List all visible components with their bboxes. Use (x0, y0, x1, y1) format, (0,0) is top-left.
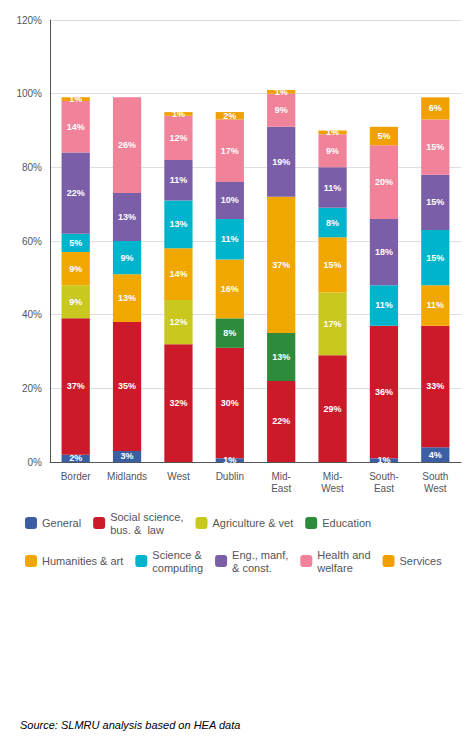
svg-text:8%: 8% (326, 218, 339, 228)
svg-text:welfare: welfare (316, 562, 352, 574)
svg-text:Health and: Health and (317, 549, 370, 561)
svg-text:1%: 1% (223, 455, 236, 465)
svg-text:Border: Border (61, 471, 92, 482)
svg-text:22%: 22% (272, 416, 290, 426)
svg-text:37%: 37% (272, 260, 290, 270)
svg-text:11%: 11% (427, 300, 445, 310)
svg-text:1%: 1% (275, 87, 288, 97)
svg-text:11%: 11% (324, 183, 342, 193)
svg-text:11%: 11% (170, 175, 188, 185)
svg-text:14%: 14% (67, 122, 85, 132)
svg-text:20%: 20% (375, 177, 393, 187)
svg-text:3%: 3% (121, 451, 134, 461)
svg-text:14%: 14% (169, 269, 187, 279)
svg-text:5%: 5% (69, 238, 82, 248)
svg-text:Science &: Science & (152, 549, 202, 561)
svg-text:Social science,: Social science, (110, 511, 183, 523)
svg-text:1%: 1% (326, 127, 339, 137)
svg-text:Eng., manf,: Eng., manf, (232, 549, 288, 561)
svg-text:South-: South- (369, 471, 398, 482)
svg-text:Humanities & art: Humanities & art (42, 555, 123, 567)
svg-text:4%: 4% (429, 450, 442, 460)
svg-text:80%: 80% (22, 162, 42, 173)
svg-text:17%: 17% (221, 146, 239, 156)
svg-text:13%: 13% (169, 219, 187, 229)
svg-text:11%: 11% (221, 234, 239, 244)
svg-text:13%: 13% (272, 352, 290, 362)
svg-text:17%: 17% (324, 319, 342, 329)
svg-text:1%: 1% (69, 94, 82, 104)
svg-text:6%: 6% (429, 103, 442, 113)
svg-text:Education: Education (322, 517, 371, 529)
svg-text:9%: 9% (121, 253, 134, 263)
svg-text:Source: SLMRU analysis based o: Source: SLMRU analysis based on HEA data (20, 719, 240, 731)
svg-text:37%: 37% (67, 381, 85, 391)
svg-text:9%: 9% (275, 105, 288, 115)
svg-text:18%: 18% (375, 247, 393, 257)
svg-text:2%: 2% (69, 453, 82, 463)
svg-text:20%: 20% (22, 383, 42, 394)
svg-text:22%: 22% (67, 188, 85, 198)
svg-text:13%: 13% (118, 212, 136, 222)
svg-text:9%: 9% (69, 264, 82, 274)
svg-text:33%: 33% (426, 381, 444, 391)
svg-text:1%: 1% (377, 455, 390, 465)
svg-text:West: West (424, 483, 447, 494)
svg-text:1%: 1% (172, 109, 185, 119)
svg-text:35%: 35% (118, 381, 136, 391)
svg-text:0%: 0% (28, 457, 43, 468)
svg-text:computing: computing (152, 562, 203, 574)
svg-text:5%: 5% (377, 131, 390, 141)
svg-text:& const.: & const. (232, 562, 272, 574)
svg-text:10%: 10% (221, 195, 239, 205)
svg-text:Midlands: Midlands (107, 471, 147, 482)
svg-text:South: South (422, 471, 448, 482)
svg-text:12%: 12% (169, 133, 187, 143)
svg-text:9%: 9% (326, 146, 339, 156)
svg-text:15%: 15% (426, 253, 444, 263)
svg-text:29%: 29% (324, 404, 342, 414)
svg-text:19%: 19% (272, 157, 290, 167)
svg-text:26%: 26% (118, 140, 136, 150)
svg-text:32%: 32% (169, 398, 187, 408)
svg-text:2%: 2% (223, 111, 236, 121)
svg-text:30%: 30% (221, 398, 239, 408)
svg-text:bus. & law: bus. & law (110, 524, 164, 536)
svg-text:11%: 11% (375, 300, 393, 310)
svg-text:15%: 15% (426, 197, 444, 207)
svg-text:13%: 13% (118, 293, 136, 303)
svg-text:Dublin: Dublin (216, 471, 244, 482)
svg-text:West: West (321, 483, 344, 494)
svg-text:Mid-: Mid- (271, 471, 290, 482)
svg-text:Services: Services (400, 555, 443, 567)
svg-text:East: East (271, 483, 291, 494)
svg-text:East: East (374, 483, 394, 494)
svg-text:120%: 120% (16, 15, 42, 26)
svg-text:15%: 15% (426, 142, 444, 152)
svg-text:15%: 15% (324, 260, 342, 270)
svg-text:12%: 12% (169, 317, 187, 327)
svg-text:60%: 60% (22, 236, 42, 247)
svg-text:40%: 40% (22, 309, 42, 320)
svg-text:16%: 16% (221, 284, 239, 294)
svg-text:General: General (42, 517, 81, 529)
svg-text:9%: 9% (69, 297, 82, 307)
svg-text:Agriculture & vet: Agriculture & vet (213, 517, 294, 529)
svg-text:West: West (167, 471, 190, 482)
svg-text:36%: 36% (375, 387, 393, 397)
svg-text:100%: 100% (16, 88, 42, 99)
svg-text:Mid-: Mid- (323, 471, 342, 482)
svg-text:8%: 8% (223, 328, 236, 338)
